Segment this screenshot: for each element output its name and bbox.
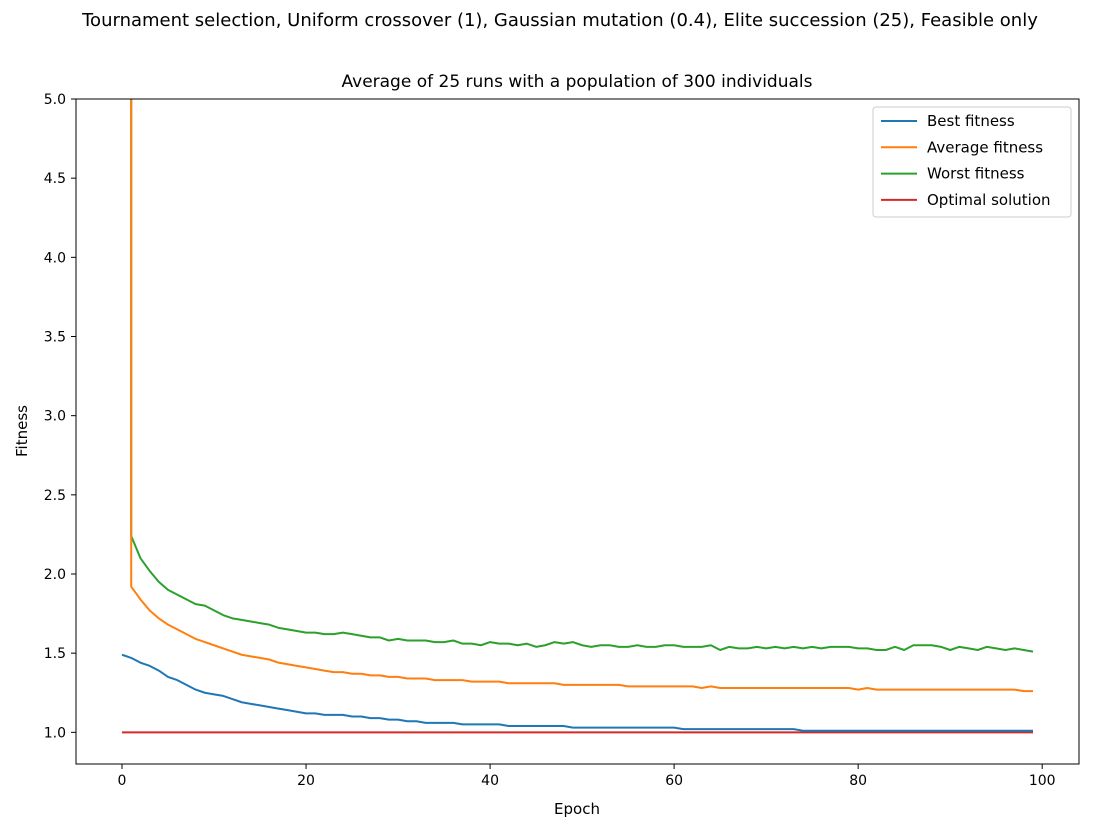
y-tick-label: 3.5 [44,330,66,346]
y-axis: 1.0 1.5 2.0 2.5 3.0 3.5 4.0 4.5 5.0 [44,92,76,741]
x-tick-label: 0 [118,773,127,789]
legend-label: Optimal solution [927,191,1051,209]
x-tick-label: 20 [297,773,315,789]
x-axis-label: Epoch [554,800,600,818]
series-layer [121,99,1034,734]
x-tick-label: 80 [849,773,867,789]
y-tick-label: 4.0 [44,250,66,266]
y-tick-label: 4.5 [44,171,66,187]
legend-box [872,106,1072,218]
legend-label: Average fitness [927,138,1043,156]
x-tick-label: 40 [481,773,499,789]
y-axis-label: Fitness [13,405,31,457]
series-line-average-fitness [130,99,1033,693]
figure-suptitle: Tournament selection, Uniform crossover … [81,10,1038,31]
legend-label: Best fitness [927,112,1015,130]
y-tick-label: 1.0 [44,725,66,741]
x-tick-label: 60 [665,773,683,789]
legend-label: Worst fitness [927,165,1025,183]
x-axis: 0 20 40 60 80 100 [118,764,1056,789]
plot-frame [75,98,1080,765]
y-tick-label: 2.0 [44,567,66,583]
series-line-best-fitness [121,653,1033,732]
y-tick-label: 3.0 [44,409,66,425]
series-line-worst-fitness [130,99,1034,653]
chart-title: Average of 25 runs with a population of … [342,72,813,92]
legend: Best fitness Average fitness Worst fitness… [872,106,1072,218]
y-tick-label: 2.5 [44,488,66,504]
x-tick-label: 100 [1029,773,1056,789]
y-tick-label: 1.5 [44,646,66,662]
y-tick-label: 5.0 [44,92,66,108]
